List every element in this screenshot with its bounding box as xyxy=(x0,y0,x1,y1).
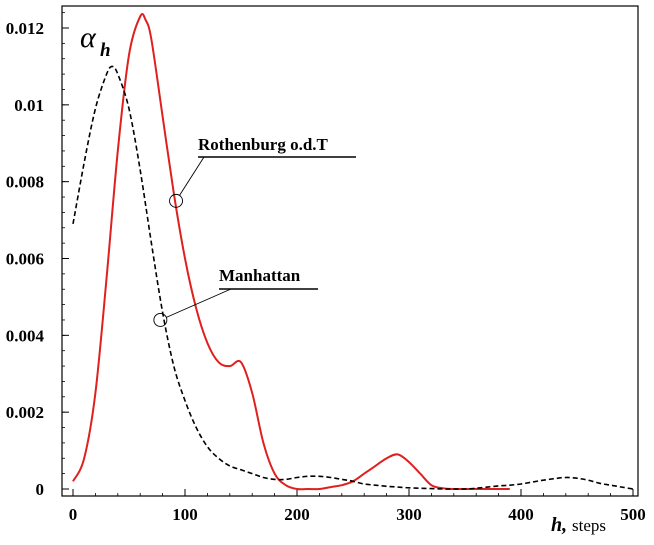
x-axis-label-unit: steps xyxy=(572,516,606,535)
annotation-leader-manhattan xyxy=(166,288,232,318)
x-tick-label-400: 400 xyxy=(508,505,534,524)
y-tick-label-0-004: 0.004 xyxy=(6,326,45,345)
y-axis-ticks: 0 0.002 0.004 0.006 0.008 0.01 0.012 xyxy=(6,19,69,499)
y-axis-label-subscript: h xyxy=(100,40,111,61)
annotations: Rothenburg o.d.T Manhattan xyxy=(153,135,356,327)
x-tick-label-300: 300 xyxy=(396,505,422,524)
y-axis-label-symbol: α xyxy=(80,21,97,54)
y-tick-label-0-002: 0.002 xyxy=(6,403,44,422)
chart-axes: 0 100 200 300 400 500 0 0.002 0.004 0.006 0.008 0.… xyxy=(6,5,646,524)
x-tick-label-100: 100 xyxy=(172,505,198,524)
annotation-label-rothenburg-o-d-t: Rothenburg o.d.T xyxy=(198,135,329,154)
y-tick-label-0: 0 xyxy=(36,480,45,499)
series-line-manhattan xyxy=(72,65,634,490)
y-tick-label-0-008: 0.008 xyxy=(6,173,44,192)
annotation-marker-rothenburg-o-d-t xyxy=(169,193,183,208)
minor-ticks xyxy=(62,12,634,496)
y-tick-label-0-012: 0.012 xyxy=(6,19,44,38)
annotation-label-manhattan: Manhattan xyxy=(219,266,301,285)
annotation-marker-manhattan xyxy=(153,313,168,327)
y-tick-label-0-01: 0.01 xyxy=(14,96,44,115)
y-tick-label-0-006: 0.006 xyxy=(6,250,44,269)
plot-frame xyxy=(61,5,639,497)
series-line-rothenburg-o-d-t xyxy=(72,13,510,491)
x-tick-label-0: 0 xyxy=(69,505,78,524)
x-tick-label-500: 500 xyxy=(620,505,646,524)
annotation-leader-rothenburg-o-d-t xyxy=(179,156,205,196)
x-tick-label-200: 200 xyxy=(284,505,310,524)
series-layer xyxy=(72,13,634,491)
x-axis-label-variable: h, xyxy=(551,514,567,536)
x-axis-ticks: 0 100 200 300 400 500 xyxy=(69,489,646,524)
